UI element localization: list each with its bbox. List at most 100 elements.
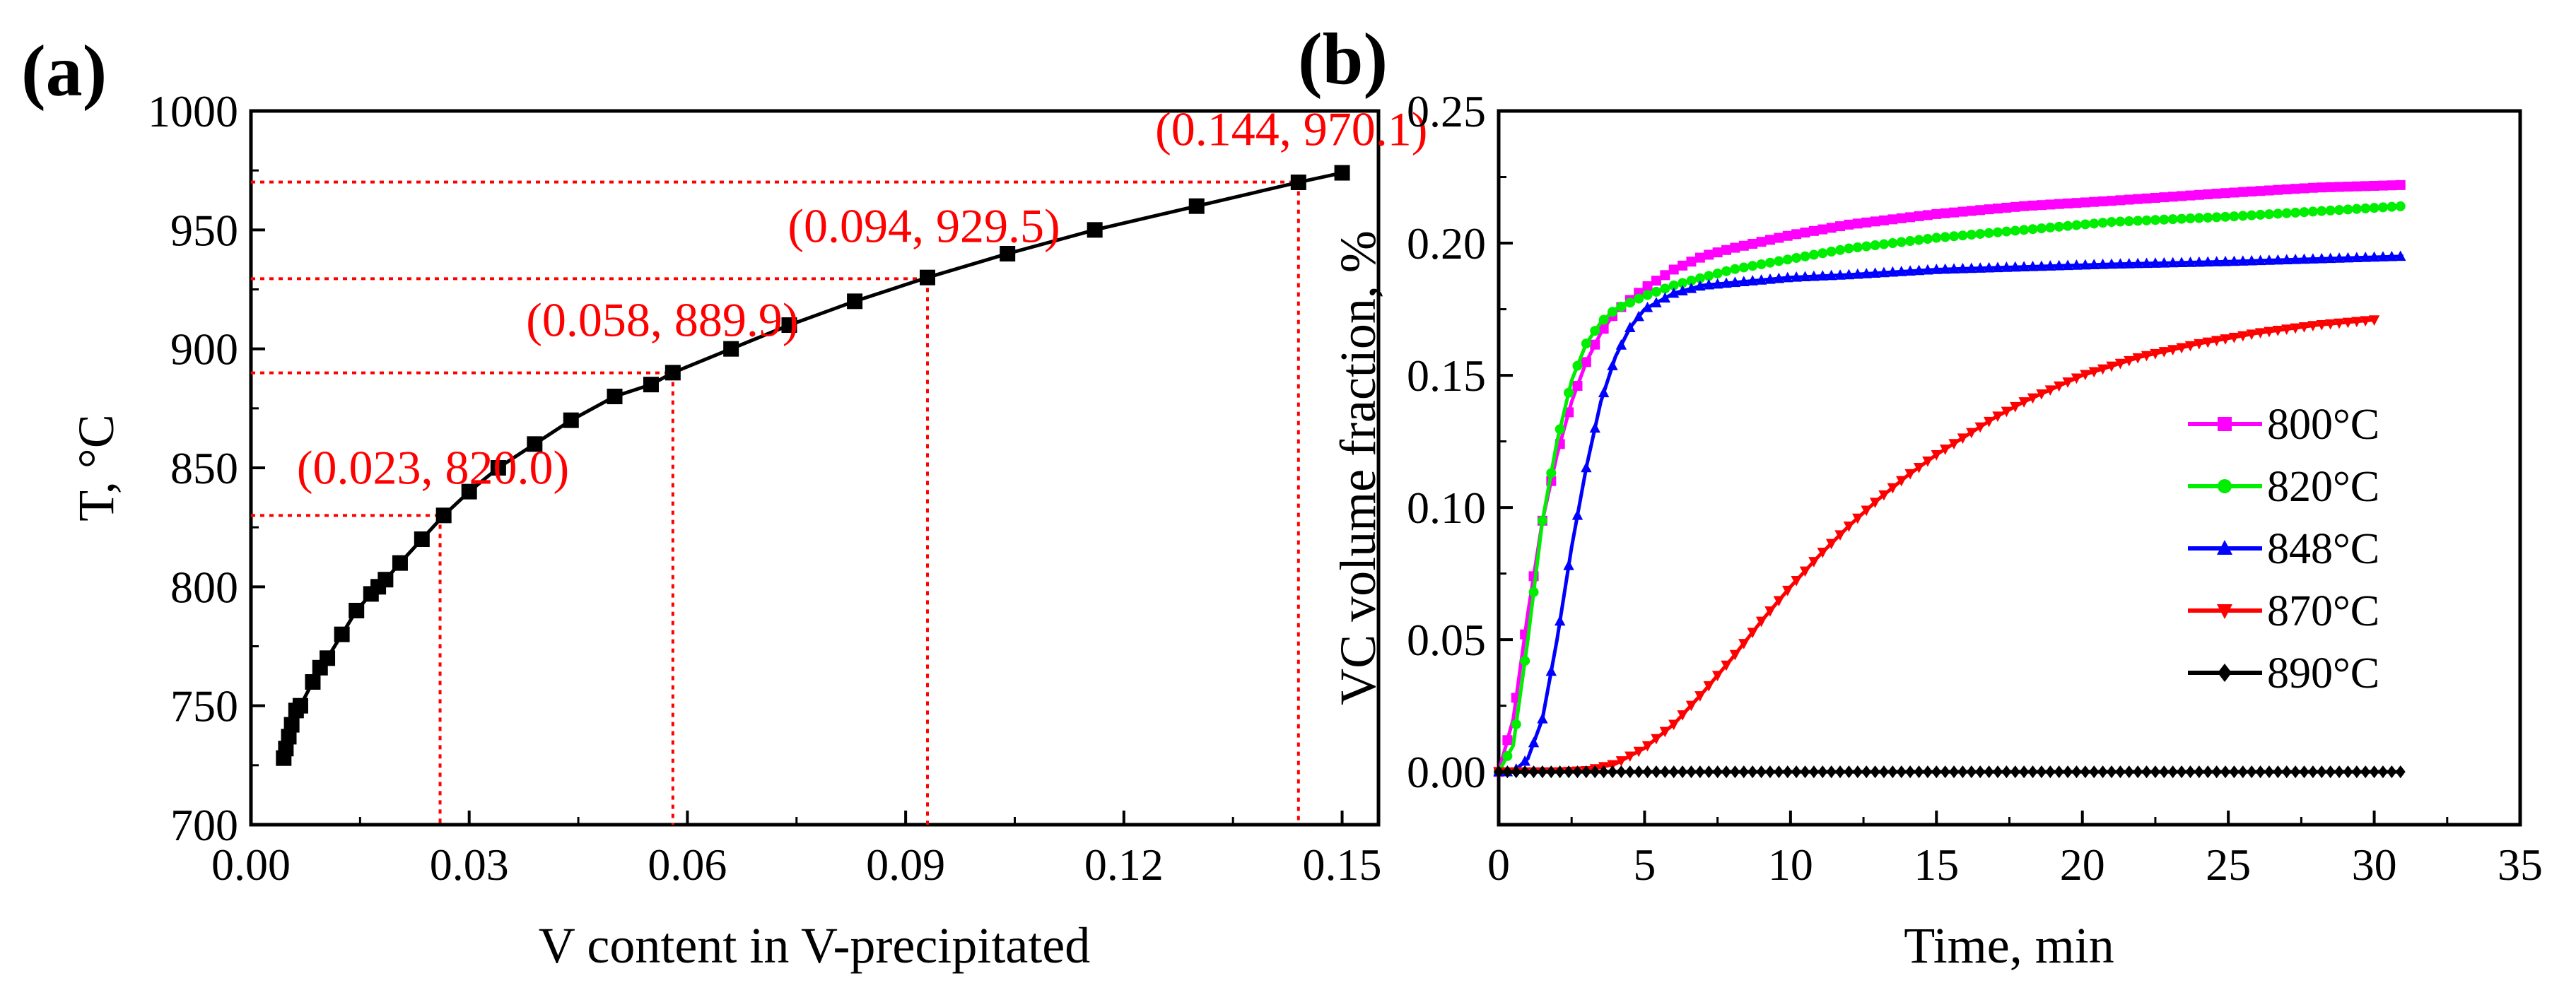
chart-b-point <box>1668 287 1680 298</box>
chart-b-point <box>1939 263 1951 274</box>
chart-a-point <box>283 717 300 733</box>
chart-b-point <box>1659 726 1671 738</box>
chart-b-point <box>1633 746 1644 758</box>
chart-b-point <box>1633 310 1644 322</box>
chart-b-point <box>2124 258 2135 269</box>
chart-b-point <box>1817 248 1828 259</box>
chart-b-point <box>1564 765 1574 779</box>
chart-b-point <box>1931 765 1942 779</box>
chart-b-point <box>2317 206 2327 216</box>
chart-b-point <box>1721 765 1732 779</box>
chart-b-point <box>2167 765 2178 779</box>
chart-b-point <box>2184 257 2196 267</box>
chart-b-point <box>2185 190 2196 201</box>
chart-b-ytick-label: 0.20 <box>1407 218 1486 269</box>
chart-b-point <box>2377 180 2388 191</box>
chart-b-point <box>2053 259 2065 271</box>
chart-b-point <box>1861 217 1872 228</box>
chart-b-point <box>1590 326 1600 336</box>
chart-b-point <box>2325 182 2336 192</box>
chart-b-point <box>2264 254 2275 265</box>
chart-b-point <box>2254 254 2266 266</box>
panel-label-a: (a) <box>21 30 107 112</box>
chart-b-point <box>1537 765 1547 779</box>
chart-b-legend: 800°C 820°C 848°C 870°C 890°C <box>2188 401 2379 697</box>
chart-b-point <box>1825 538 1837 550</box>
chart-b-point <box>1870 240 1880 251</box>
chart-b-point <box>1826 765 1837 779</box>
chart-b-point <box>1668 719 1680 731</box>
chart-b-point <box>2124 355 2135 367</box>
chart-b-point <box>2202 256 2213 267</box>
chart-b-point <box>1685 700 1697 712</box>
chart-b-point <box>1634 293 1644 304</box>
chart-b-point <box>2273 184 2283 195</box>
chart-b-point <box>1791 252 1802 263</box>
chart-b-point <box>1896 213 1907 223</box>
chart-a-point <box>665 365 681 381</box>
chart-b-point <box>1528 736 1540 748</box>
chart-b-point <box>2343 182 2353 192</box>
chart-b-point <box>1800 228 1810 238</box>
chart-b-point <box>1922 264 1933 275</box>
chart-b-point <box>2045 765 2056 779</box>
chart-b-point <box>2298 253 2310 264</box>
chart-b-xtick-label: 20 <box>2060 840 2105 890</box>
chart-b-series-820°C <box>1494 201 2406 777</box>
chart-b-point <box>1949 231 1960 242</box>
chart-b-point <box>2150 192 2160 203</box>
chart-b-point <box>1905 212 1916 223</box>
chart-b-ytick-label: 0.05 <box>1407 615 1486 665</box>
chart-b-point <box>1852 218 1863 229</box>
chart-b-point <box>1747 275 1758 286</box>
chart-b-point <box>1555 615 1566 626</box>
chart-b-point <box>1703 681 1714 692</box>
chart-a-point <box>305 674 321 690</box>
chart-b-point <box>1826 247 1837 257</box>
chart-b-point <box>2272 325 2284 336</box>
chart-b-point <box>2036 260 2047 271</box>
chart-b-point <box>1984 765 1994 779</box>
chart-b-point <box>1774 765 1784 779</box>
chart-b-point <box>1598 314 1609 325</box>
chart-b-point <box>2159 214 2170 225</box>
chart-b-series <box>1493 179 2406 779</box>
chart-b-point <box>1511 719 1521 729</box>
chart-b-point <box>2063 765 2073 779</box>
chart-b-point <box>2045 199 2056 210</box>
chart-b-point <box>2176 257 2187 268</box>
chart-b-point <box>2019 225 2030 235</box>
chart-b-point <box>1678 278 1688 288</box>
chart-b-point <box>1975 228 1986 239</box>
chart-b-point <box>2071 373 2083 384</box>
chart-b-point <box>2080 370 2091 381</box>
chart-a-ytick-label: 1000 <box>148 86 238 136</box>
chart-a-point <box>723 341 739 357</box>
chart-b-xtick-label: 15 <box>1914 840 1959 890</box>
chart-b-point <box>2360 181 2371 192</box>
chart-b-point <box>2133 216 2143 226</box>
chart-b-point <box>1896 237 1907 247</box>
legend-swatch-marker <box>2217 540 2232 555</box>
chart-b-point <box>2228 332 2240 343</box>
chart-a-point <box>490 460 506 476</box>
chart-b-point <box>2351 204 2362 214</box>
chart-a-point <box>1000 246 1016 261</box>
chart-b-point <box>2132 257 2143 269</box>
chart-b-point <box>2150 765 2160 779</box>
chart-b-point <box>1808 557 1820 567</box>
chart-b-point <box>1711 278 1723 289</box>
chart-b-point <box>1572 360 1583 371</box>
chart-a-xlabel: V content in V-precipitated <box>539 917 1091 974</box>
chart-b-point <box>2220 765 2231 779</box>
chart-b-point <box>1520 656 1530 666</box>
chart-b-point <box>1712 247 1723 258</box>
chart-b-point <box>2089 196 2100 207</box>
chart-b-point <box>1922 456 1933 467</box>
chart-b-point <box>2167 192 2178 202</box>
chart-b-point <box>2150 257 2161 268</box>
chart-b-point <box>1624 322 1636 333</box>
chart-b-point <box>1502 765 1513 779</box>
chart-b-point <box>1615 339 1627 350</box>
